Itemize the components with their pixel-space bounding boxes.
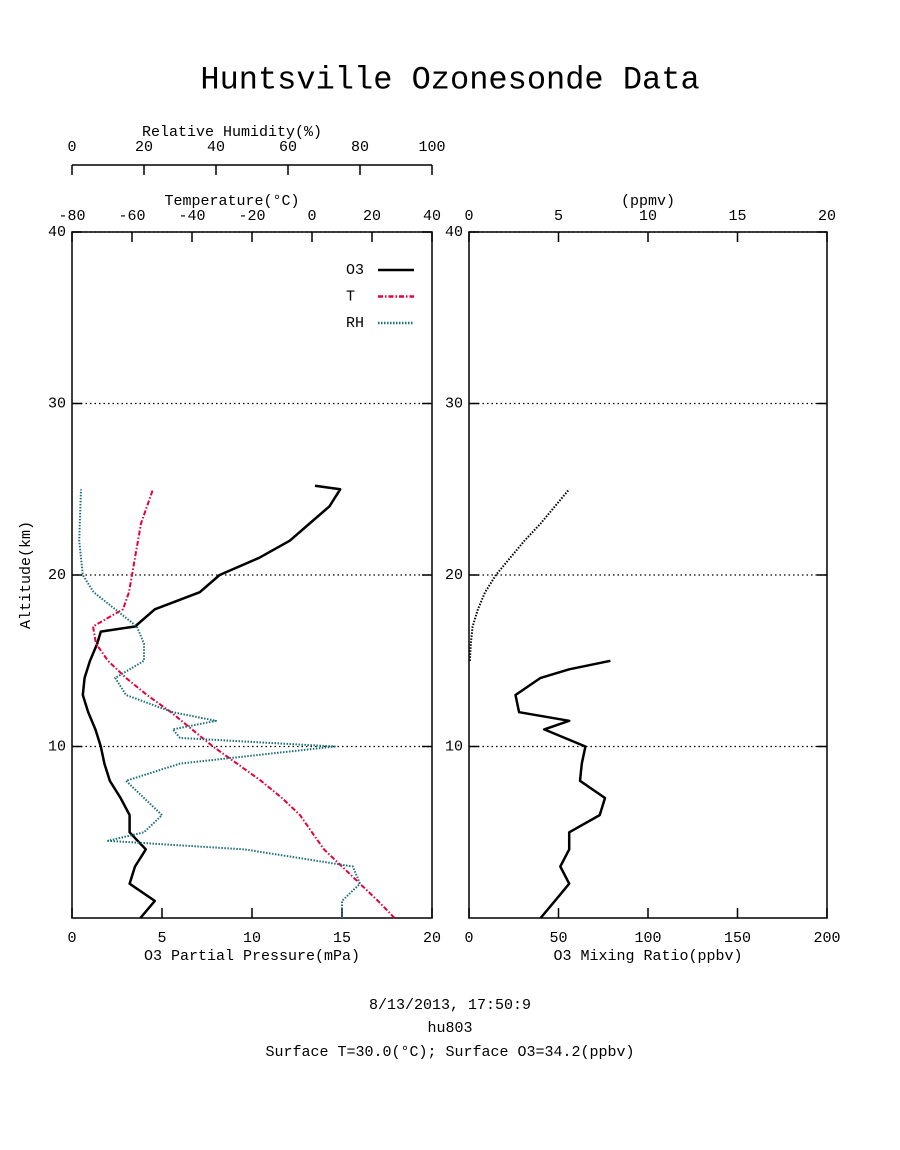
- plot-frame: [468, 231, 828, 919]
- y-tick-label: 10: [445, 738, 463, 755]
- chart-title: Huntsville Ozonesonde Data: [200, 61, 699, 98]
- top-tick-label: -60: [118, 208, 145, 225]
- profile-line: [78, 489, 361, 918]
- top-tick-label: -80: [58, 208, 85, 225]
- annotation: Surface T=30.0(°C); Surface O3=34.2(ppbv…: [265, 1044, 634, 1061]
- annotation: 8/13/2013, 17:50:9: [369, 997, 531, 1014]
- rh-tick-label: 0: [67, 139, 76, 156]
- y-tick-label: 10: [48, 738, 66, 755]
- annotation: hu803: [427, 1020, 472, 1037]
- x-tick-label: 0: [464, 930, 473, 947]
- x-tick-label: 200: [813, 930, 840, 947]
- rh-axis-label: Relative Humidity(%): [142, 124, 322, 141]
- x-axis-label: O3 Mixing Ratio(ppbv): [553, 948, 742, 965]
- y-axis-label: Altitude(km): [18, 521, 35, 629]
- rh-tick-label: 100: [418, 139, 445, 156]
- profile-line: [81, 484, 342, 919]
- x-tick-label: 150: [724, 930, 751, 947]
- top-tick-label: 20: [363, 208, 381, 225]
- top-tick-label: 0: [307, 208, 316, 225]
- y-tick-label: 30: [48, 395, 66, 412]
- legend-label: RH: [346, 315, 364, 332]
- top-axis-label: (ppmv): [621, 193, 675, 210]
- top-tick-label: -20: [238, 208, 265, 225]
- legend-label: O3: [346, 262, 364, 279]
- top-tick-label: 20: [818, 208, 836, 225]
- x-tick-label: 100: [634, 930, 661, 947]
- top-tick-label: 40: [423, 208, 441, 225]
- rh-tick-label: 80: [351, 139, 369, 156]
- top-axis-label: Temperature(°C): [164, 193, 299, 210]
- x-tick-label: 15: [333, 930, 351, 947]
- x-tick-label: 0: [67, 930, 76, 947]
- x-tick-label: 20: [423, 930, 441, 947]
- profile-line: [514, 659, 611, 919]
- rh-tick-label: 60: [279, 139, 297, 156]
- x-tick-label: 10: [243, 930, 261, 947]
- y-tick-label: 20: [445, 567, 463, 584]
- top-tick-label: 0: [464, 208, 473, 225]
- profile-line: [92, 488, 396, 919]
- y-tick-label: 40: [48, 224, 66, 241]
- legend-label: T: [346, 288, 355, 305]
- y-tick-label: 40: [445, 224, 463, 241]
- top-tick-label: -40: [178, 208, 205, 225]
- x-axis-label: O3 Partial Pressure(mPa): [144, 948, 360, 965]
- plot-frame: [71, 231, 433, 919]
- x-tick-label: 5: [157, 930, 166, 947]
- x-tick-label: 50: [549, 930, 567, 947]
- top-tick-label: 5: [554, 208, 563, 225]
- y-tick-label: 30: [445, 395, 463, 412]
- top-tick-label: 10: [639, 208, 657, 225]
- profile-line: [468, 488, 570, 661]
- y-tick-label: 20: [48, 567, 66, 584]
- rh-tick-label: 20: [135, 139, 153, 156]
- rh-tick-label: 40: [207, 139, 225, 156]
- top-tick-label: 15: [728, 208, 746, 225]
